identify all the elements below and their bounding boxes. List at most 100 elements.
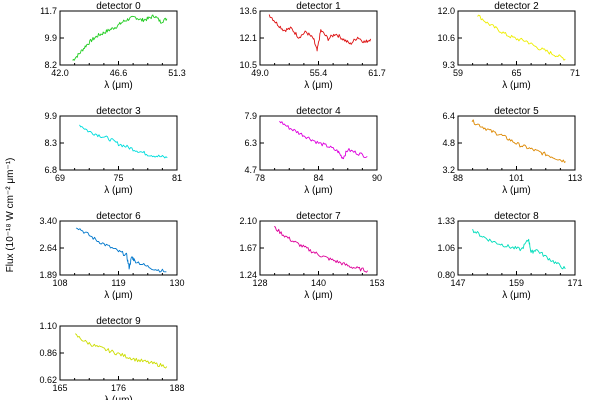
y-tick-label: 12.0 (437, 6, 455, 16)
detector-panels: detector 042.0 46.6 51.38.29.911.7λ (μm)de… (39, 1, 582, 400)
y-tick-label: 4.8 (442, 138, 455, 148)
plot-frame (259, 10, 378, 66)
panel-detector-7: detector 7 128 140 153 1.24 1.67 2.10 λ (μm) (239, 211, 384, 301)
x-tick-label: 42.0 (51, 68, 69, 78)
x-tick-label: 128 (252, 278, 267, 288)
y-tick-label: 9.3 (442, 60, 455, 70)
x-tick-label: 81 (172, 173, 182, 183)
x-tick-label: 130 (169, 278, 184, 288)
spectrum-line (75, 227, 167, 273)
x-tick-label: 59 (453, 68, 463, 78)
panel-detector-4: detector 4 78 84 90 4.7 6.3 7.9 λ (μm) (244, 106, 382, 196)
y-tick-label: 1.10 (39, 321, 57, 331)
plot-frame (457, 115, 576, 171)
x-tick-label: 65 (511, 68, 521, 78)
panel-title: detector 8 (494, 211, 539, 222)
x-tick-label: 165 (52, 383, 67, 393)
x-tick-label: 84 (313, 173, 323, 183)
x-tick-label: 140 (311, 278, 326, 288)
x-tick-label: 51.3 (168, 68, 186, 78)
panel-detector-8: detector 8 147 159 171 0.80 1.06 1.33 λ (μm) (437, 211, 582, 301)
x-tick-label: 119 (111, 278, 125, 288)
y-tick-label: 11.7 (40, 6, 57, 16)
x-tick-label: 171 (567, 278, 582, 288)
panel-detector-1: detector 1 49.0 55.4 61.7 10.5 12.1 13.6 λ (μm) (239, 1, 385, 91)
y-tick-label: 10.6 (437, 33, 455, 43)
x-tick-label: 69 (55, 173, 65, 183)
y-tick-label: 6.3 (244, 138, 257, 148)
panel-detector-2: detector 2 59 65 71 9.3 10.6 12.0 λ (μm) (437, 1, 580, 91)
x-axis-label: λ (μm) (502, 80, 531, 91)
spectrum-line (279, 120, 368, 160)
y-tick-label: 2.64 (39, 243, 57, 253)
spectrum-line (477, 14, 566, 61)
x-tick-label: 49.0 (251, 68, 269, 78)
spectrum-line (79, 124, 168, 159)
y-tick-label: 12.1 (239, 33, 257, 43)
y-tick-label: 2.10 (239, 216, 257, 226)
y-tick-label: 1.89 (39, 270, 57, 280)
x-tick-label: 55.4 (310, 68, 328, 78)
spectrum-line (268, 14, 372, 52)
x-axis-label: λ (μm) (304, 80, 333, 91)
x-axis-label: λ (μm) (104, 395, 133, 400)
x-tick-label: 61.7 (368, 68, 386, 78)
y-tick-label: 8.3 (44, 138, 57, 148)
panel-title: detector 6 (96, 211, 141, 222)
spectrum-line (72, 14, 168, 61)
panel-detector-5: detector 5 88 101 113 3.2 4.8 6.4 λ (μm) (442, 106, 582, 196)
y-tick-label: 1.06 (437, 243, 455, 253)
x-axis-label: λ (μm) (502, 290, 531, 301)
spectrum-line (472, 228, 566, 270)
x-axis-label: λ (μm) (104, 80, 133, 91)
y-tick-label: 0.86 (39, 348, 57, 358)
spectrum-line (273, 226, 368, 273)
x-axis-label: λ (μm) (304, 185, 333, 196)
y-tick-label: 3.40 (39, 216, 57, 226)
y-tick-label: 0.80 (437, 270, 455, 280)
flux-axis-label: Flux (10⁻¹⁸ W cm⁻² μm⁻¹) (5, 158, 16, 273)
y-tick-label: 7.9 (244, 111, 257, 121)
panel-title: detector 0 (96, 1, 141, 12)
x-tick-label: 176 (111, 383, 126, 393)
plot-frame (59, 115, 178, 171)
x-tick-label: 78 (255, 173, 265, 183)
x-axis-label: λ (μm) (104, 185, 133, 196)
panel-title: detector 2 (494, 1, 539, 12)
y-tick-label: 1.24 (239, 270, 257, 280)
x-axis-label: λ (μm) (104, 290, 133, 301)
panel-detector-6: detector 6 108 119 130 1.89 2.64 3.40 λ (μm) (39, 211, 184, 301)
x-tick-label: 188 (169, 383, 184, 393)
x-tick-label: 153 (369, 278, 384, 288)
panel-detector-9: detector 9 165 176 188 0.62 0.86 1.10 λ (μm) (39, 316, 184, 400)
y-tick-label: 1.33 (437, 216, 455, 226)
y-tick-label: 9.9 (44, 33, 57, 43)
panel-detector-0: detector 0 42.0 46.6 51.3 8.2 9.9 11.7 λ (μm) (40, 1, 186, 91)
panel-title: detector 3 (96, 106, 141, 117)
panel-title: detector 4 (296, 106, 341, 117)
spectrum-line (471, 119, 566, 163)
x-tick-label: 71 (570, 68, 580, 78)
panel-title: detector 5 (494, 106, 539, 117)
x-axis-label: λ (μm) (304, 290, 333, 301)
x-tick-label: 46.6 (110, 68, 128, 78)
x-tick-label: 90 (372, 173, 382, 183)
y-tick-label: 6.4 (442, 111, 455, 121)
x-tick-label: 159 (509, 278, 524, 288)
panel-title: detector 9 (96, 316, 141, 327)
panel-title: detector 7 (296, 211, 341, 222)
x-tick-label: 147 (450, 278, 465, 288)
panel-detector-3: detector 3 69 75 81 6.8 8.3 9.9 λ (μm) (44, 106, 182, 196)
y-tick-label: 13.6 (239, 6, 257, 16)
y-tick-label: 10.5 (239, 60, 257, 70)
y-tick-label: 6.8 (44, 165, 57, 175)
y-tick-label: 0.62 (39, 375, 57, 385)
panel-title: detector 1 (296, 1, 341, 12)
y-tick-label: 3.2 (442, 165, 455, 175)
y-tick-label: 8.2 (44, 60, 57, 70)
x-axis-label: λ (μm) (502, 185, 531, 196)
x-tick-label: 108 (52, 278, 67, 288)
x-tick-label: 113 (568, 173, 582, 183)
y-tick-label: 9.9 (44, 111, 57, 121)
x-tick-label: 75 (113, 173, 123, 183)
